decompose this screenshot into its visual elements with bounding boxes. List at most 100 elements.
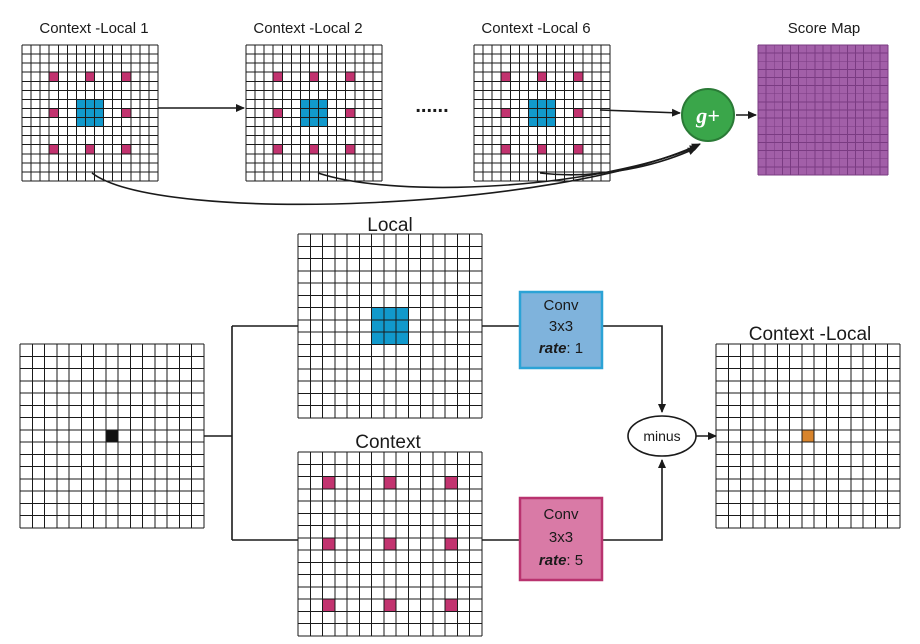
- highlighted-cell: [273, 144, 283, 154]
- label-context-local-output: Context -Local: [749, 324, 872, 345]
- highlighted-cell: [445, 599, 458, 612]
- highlighted-cell: [49, 144, 59, 154]
- highlighted-cell: [85, 99, 95, 109]
- highlighted-cell: [273, 108, 283, 118]
- highlighted-cell: [94, 108, 104, 118]
- grid-input: [19, 343, 205, 529]
- arrow-grid6-to-combine: [599, 108, 681, 117]
- combine-label: g+: [695, 103, 720, 128]
- highlighted-cell: [396, 332, 409, 345]
- highlighted-cell: [49, 108, 59, 118]
- highlighted-cell: [501, 108, 511, 118]
- highlighted-cell: [345, 144, 355, 154]
- grid-context-local-6: [473, 44, 611, 182]
- curve-grid2-to-combine: [317, 145, 699, 189]
- highlighted-cell: [309, 144, 319, 154]
- highlighted-cell: [528, 117, 538, 127]
- highlighted-cell: [309, 72, 319, 82]
- highlighted-cell: [322, 599, 335, 612]
- highlighted-cell: [537, 99, 547, 109]
- conv-local-rate-key: rate: [539, 340, 567, 357]
- highlighted-cell: [371, 307, 384, 320]
- label-score-map: Score Map: [788, 20, 861, 37]
- grid-score-map: [757, 44, 889, 176]
- highlighted-cell: [85, 72, 95, 82]
- highlighted-cell: [801, 429, 815, 443]
- arrow-conv-context-to-minus: [602, 459, 666, 541]
- highlighted-cell: [121, 108, 131, 118]
- highlighted-cell: [76, 117, 86, 127]
- highlighted-cell: [383, 332, 397, 345]
- highlighted-cell: [546, 99, 556, 109]
- grid-context-local-2: [245, 44, 383, 182]
- highlighted-cell: [537, 108, 547, 118]
- grid-lines: [297, 233, 483, 419]
- highlighted-cell: [322, 537, 335, 551]
- highlighted-cell: [501, 144, 511, 154]
- highlighted-cell: [546, 117, 556, 127]
- highlighted-cell: [383, 599, 397, 612]
- highlighted-cell: [501, 72, 511, 82]
- highlighted-cell: [445, 537, 458, 551]
- highlighted-cell: [300, 99, 310, 109]
- ellipsis: ......: [415, 95, 448, 117]
- highlighted-cell: [546, 108, 556, 118]
- grid-lines: [757, 44, 889, 176]
- grid-context-local-1: [21, 44, 159, 182]
- label-context-local-6: Context -Local 6: [481, 20, 590, 37]
- label-context-local-1: Context -Local 1: [39, 20, 148, 37]
- conv-context-rate: rate: 5: [539, 552, 583, 569]
- highlighted-cell: [573, 108, 583, 118]
- label-context-local-2: Context -Local 2: [253, 20, 362, 37]
- minus-node: minus: [627, 415, 697, 457]
- highlighted-cell: [537, 72, 547, 82]
- highlighted-cell: [49, 72, 59, 82]
- conv-local-rate-value: : 1: [566, 340, 583, 357]
- highlighted-cell: [573, 72, 583, 82]
- grid-lines: [19, 343, 205, 529]
- highlighted-cell: [445, 476, 458, 489]
- highlighted-cell: [94, 99, 104, 109]
- highlighted-cell: [121, 72, 131, 82]
- highlighted-cell: [94, 117, 104, 127]
- label-local: Local: [367, 215, 412, 236]
- highlighted-cell: [383, 537, 397, 551]
- highlighted-cell: [121, 144, 131, 154]
- highlighted-cell: [528, 99, 538, 109]
- grid-context: [297, 451, 483, 637]
- highlighted-cell: [318, 117, 328, 127]
- highlighted-cell: [309, 99, 319, 109]
- minus-label: minus: [643, 428, 680, 444]
- conv-local-line2: 3x3: [549, 318, 573, 335]
- connector-input-to-branches: [204, 325, 298, 541]
- highlighted-cell: [85, 144, 95, 154]
- highlighted-cell: [345, 72, 355, 82]
- highlighted-cell: [318, 108, 328, 118]
- highlighted-cell: [371, 332, 384, 345]
- highlighted-cell: [76, 108, 86, 118]
- highlighted-cell: [105, 429, 119, 443]
- conv-box-context: Conv 3x3 rate: 5: [518, 496, 604, 582]
- highlighted-cell: [528, 108, 538, 118]
- highlighted-cell: [85, 108, 95, 118]
- grid-lines: [245, 44, 383, 182]
- combine-node: g+: [681, 88, 735, 142]
- grid-local: [297, 233, 483, 419]
- grid-lines: [21, 44, 159, 182]
- highlighted-cell: [573, 144, 583, 154]
- highlighted-cell: [309, 108, 319, 118]
- highlighted-cell: [383, 319, 397, 333]
- highlighted-cell: [322, 476, 335, 489]
- highlighted-cell: [309, 117, 319, 127]
- highlighted-cell: [396, 319, 409, 333]
- highlighted-cell: [537, 144, 547, 154]
- conv-local-rate: rate: 1: [539, 340, 583, 357]
- highlighted-cell: [76, 99, 86, 109]
- highlighted-cell: [300, 117, 310, 127]
- conv-context-line1: Conv: [543, 506, 579, 523]
- grid-lines: [473, 44, 611, 182]
- highlighted-cell: [345, 108, 355, 118]
- highlighted-cell: [318, 99, 328, 109]
- highlighted-cell: [396, 307, 409, 320]
- curve-grid6-to-combine: [539, 147, 697, 176]
